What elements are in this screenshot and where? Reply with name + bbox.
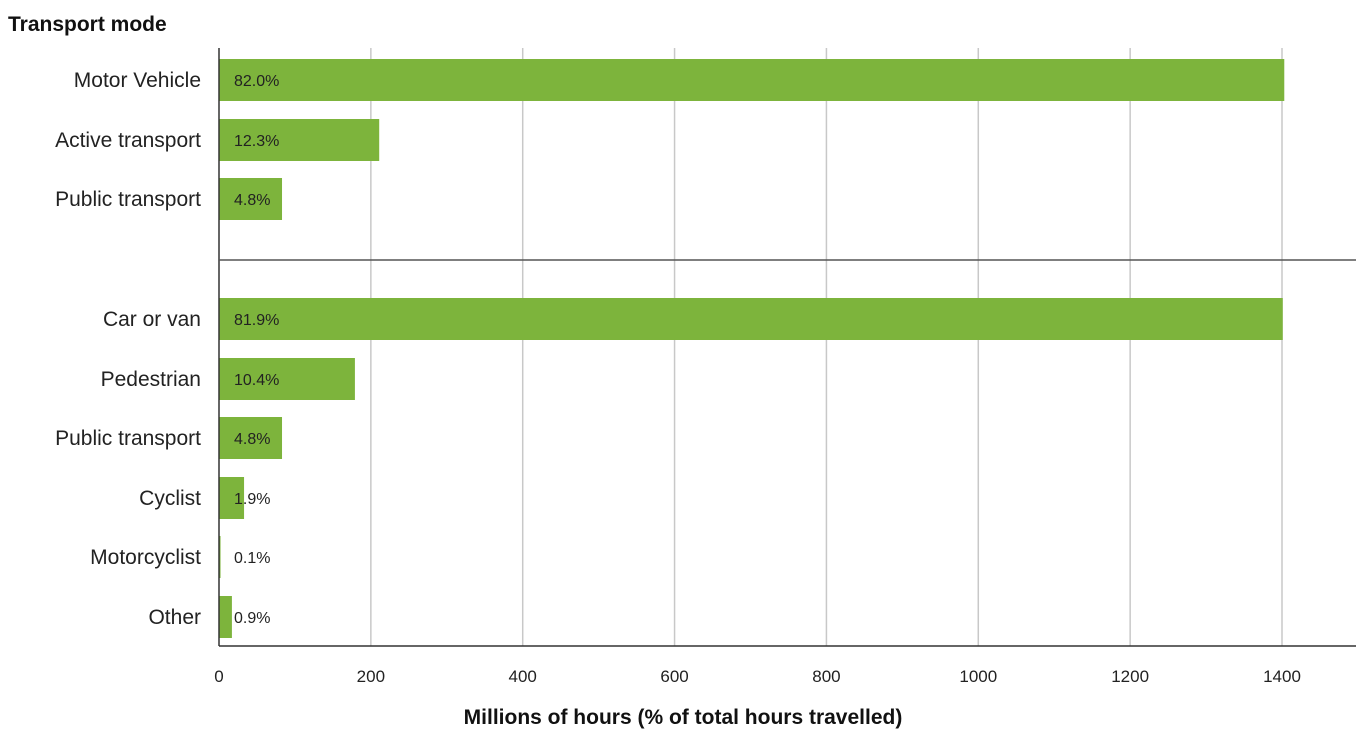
x-tick-label: 0: [214, 667, 223, 686]
bar: [219, 477, 245, 519]
data-label: 12.3%: [234, 133, 279, 150]
bar: [219, 59, 1285, 101]
data-label: 0.1%: [234, 550, 270, 567]
bar: [219, 358, 355, 400]
data-label: 1.9%: [234, 491, 270, 508]
x-tick-label: 1000: [959, 667, 997, 686]
data-label: 4.8%: [234, 431, 270, 448]
axes-layer: [218, 48, 1356, 647]
category-label: Other: [148, 606, 201, 629]
x-tick-label: 800: [812, 667, 840, 686]
data-label: 0.9%: [234, 610, 270, 627]
category-label: Cyclist: [139, 487, 201, 510]
bar: [219, 119, 380, 161]
category-label: Car or van: [103, 308, 201, 331]
x-tick-label: 1400: [1263, 667, 1301, 686]
data-label: 82.0%: [234, 73, 279, 90]
grid-lines: [370, 48, 1283, 646]
category-label: Pedestrian: [101, 368, 201, 391]
category-label: Motorcyclist: [90, 546, 201, 569]
category-label: Motor Vehicle: [74, 69, 201, 92]
bar: [219, 536, 221, 578]
bar: [219, 298, 1283, 340]
bar: [219, 417, 283, 459]
x-axis-title: Millions of hours (% of total hours trav…: [464, 706, 903, 729]
labels-layer: 0 200 400 600 800 1000 1200 1400 Motor Vehicle 82…: [55, 69, 1301, 686]
x-tick-label: 1200: [1111, 667, 1149, 686]
data-label: 81.9%: [234, 312, 279, 329]
category-label: Public transport: [55, 188, 201, 211]
category-label: Active transport: [55, 129, 201, 152]
chart-title: Transport mode: [8, 13, 167, 36]
category-label: Public transport: [55, 427, 201, 450]
x-tick-label: 600: [660, 667, 688, 686]
x-tick-label: 400: [509, 667, 537, 686]
data-label: 10.4%: [234, 372, 279, 389]
x-tick-label: 200: [357, 667, 385, 686]
bar: [219, 178, 283, 220]
bars-layer: [219, 59, 1285, 638]
bar: [219, 596, 232, 638]
data-label: 4.8%: [234, 192, 270, 209]
